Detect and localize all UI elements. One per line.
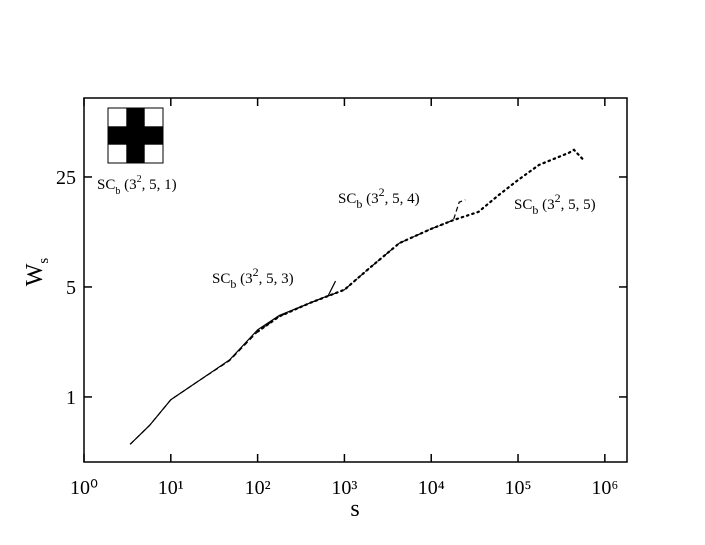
annotation: SCb (32, 5, 5) [514,191,596,217]
annotation-subscript: b [532,203,538,217]
y-axis-label-base: W [22,263,48,286]
annotation-base: SC [212,271,230,287]
plot-frame [83,97,628,463]
annotation-open: (3 [236,271,252,287]
annotation-subscript: b [115,186,120,197]
inset-icon [107,107,164,164]
x-tick-label: 10¹ [158,477,184,499]
annotation-open: (3 [362,191,378,207]
series-line [129,199,466,445]
y-tick-label: 25 [56,167,76,189]
x-tick-label: 10⁵ [505,477,532,499]
x-axis-label: s [350,496,359,522]
y-axis-label-subscript: s [36,258,52,264]
annotation-superscript: 2 [379,185,385,199]
x-tick-label: 10³ [331,477,357,499]
y-tick-label: 5 [66,277,76,299]
annotation: SCb (32, 5, 4) [338,185,420,211]
x-tick-label: 10⁴ [418,477,445,499]
annotation-open: (3 [538,197,554,213]
annotation-superscript: 2 [137,174,142,185]
annotation-superscript: 2 [253,265,259,279]
y-axis-label: Ws [22,258,52,287]
annotation-rest: , 5, 4) [385,191,420,207]
annotation-open: (3 [120,177,136,193]
annotation-subscript: b [356,197,362,211]
annotation-superscript: 2 [555,191,561,205]
annotation-base: SC [338,191,356,207]
annotation-base: SC [97,177,115,193]
y-tick-label: 1 [66,387,76,409]
annotation: SCb (32, 5, 1) [97,174,177,197]
annotation-rest: , 5, 3) [259,271,294,287]
annotation: SCb (32, 5, 3) [212,265,294,291]
x-tick-label: 10² [245,477,271,499]
series-line [256,148,585,333]
annotation-rest: , 5, 5) [561,197,596,213]
annotation-rest: , 5, 1) [142,177,177,193]
x-tick-label: 10⁶ [591,477,618,499]
annotation-subscript: b [230,277,236,291]
annotation-base: SC [514,197,532,213]
x-tick-label: 10⁰ [70,477,98,499]
